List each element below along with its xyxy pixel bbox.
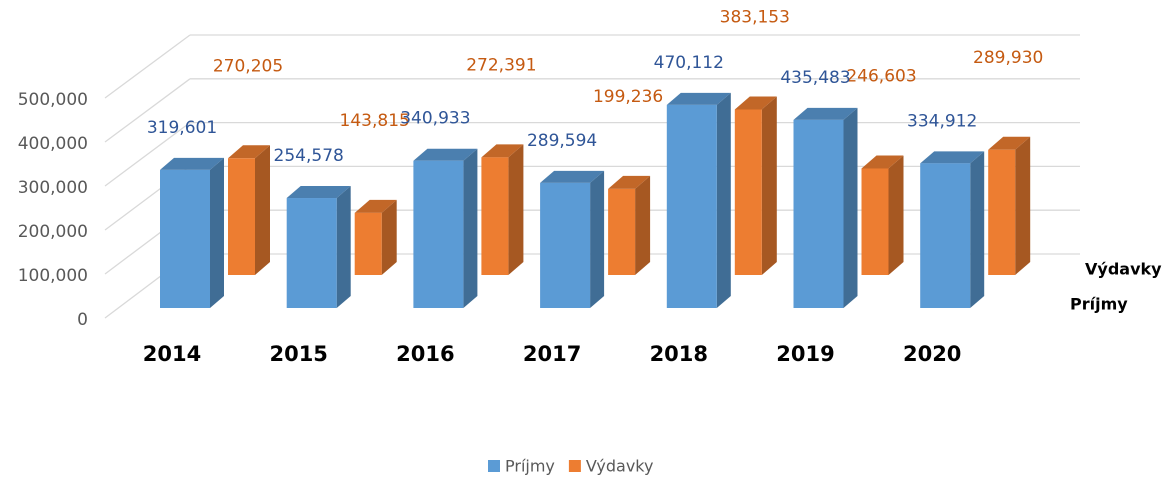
bar <box>734 109 762 275</box>
x-tick-label: 2019 <box>776 342 834 366</box>
bar-top <box>734 96 777 110</box>
bar <box>481 157 509 275</box>
value-label: 470,112 <box>654 53 724 73</box>
y-tick-label: 0 <box>77 310 88 330</box>
value-label: 143,815 <box>340 111 410 131</box>
y-tick-label: 400,000 <box>18 134 88 154</box>
bar-side <box>970 151 985 308</box>
depth-label: Výdavky <box>1085 260 1162 279</box>
bar <box>608 188 636 275</box>
value-label: 199,236 <box>593 87 663 107</box>
x-tick-label: 2015 <box>269 342 327 366</box>
bar <box>160 169 210 308</box>
bar-top <box>608 175 651 189</box>
bar-side <box>716 92 731 308</box>
bar-side <box>1015 136 1031 275</box>
x-tick-label: 2018 <box>650 342 708 366</box>
bar-top <box>228 145 270 159</box>
bar <box>413 160 464 308</box>
side-grid-line <box>104 78 191 143</box>
value-label: 254,578 <box>274 146 344 166</box>
value-label: 272,391 <box>466 55 536 75</box>
bar-top <box>354 199 397 213</box>
y-tick-label: 200,000 <box>18 222 88 242</box>
bar-top <box>920 151 985 164</box>
bar-top <box>988 136 1031 150</box>
bar-top <box>666 92 731 105</box>
bar <box>354 212 382 275</box>
legend-swatch <box>568 460 581 472</box>
bar <box>540 182 591 308</box>
value-label: 289,930 <box>973 48 1043 68</box>
bar-side <box>381 199 397 275</box>
value-label: 246,603 <box>846 66 916 86</box>
legend-label: Výdavky <box>586 457 654 476</box>
depth-label: Príjmy <box>1070 295 1128 314</box>
bar <box>920 163 971 308</box>
bar <box>793 119 844 309</box>
x-tick-label: 2017 <box>523 342 581 366</box>
y-tick-label: 100,000 <box>18 266 88 286</box>
value-label: 383,153 <box>720 7 790 27</box>
bar-top <box>481 144 524 158</box>
bar-side <box>336 186 351 308</box>
value-label: 319,601 <box>147 118 217 138</box>
side-grid-line <box>104 122 191 187</box>
value-label: 270,205 <box>213 56 283 76</box>
bar-top <box>793 107 858 120</box>
bar <box>286 198 337 308</box>
x-tick-label: 2016 <box>396 342 454 366</box>
value-label: 340,933 <box>400 109 470 129</box>
bar <box>861 168 889 275</box>
value-label: 435,483 <box>780 68 850 88</box>
bar-side <box>463 148 478 308</box>
bar-side <box>590 170 605 308</box>
bar-side <box>635 175 651 275</box>
bar-side <box>210 157 224 308</box>
bar-side <box>888 155 904 275</box>
bar-top <box>286 186 351 199</box>
y-tick-label: 300,000 <box>18 178 88 198</box>
bar <box>988 149 1016 275</box>
y-tick-label: 500,000 <box>18 90 88 110</box>
side-grid-line <box>104 34 191 99</box>
legend-label: Príjmy <box>505 457 555 476</box>
x-tick-label: 2014 <box>143 342 201 366</box>
bar-side <box>508 144 524 275</box>
value-label: 334,912 <box>907 111 977 131</box>
legend-swatch <box>488 460 500 472</box>
bar-side <box>255 145 270 275</box>
bar-top <box>540 170 605 183</box>
x-tick-label: 2020 <box>903 342 961 366</box>
bar-top <box>160 157 224 170</box>
bar-top <box>413 148 478 161</box>
value-label: 289,594 <box>527 131 597 151</box>
bar <box>228 158 255 275</box>
bar <box>666 104 717 308</box>
bar-side <box>761 96 777 275</box>
bar-top <box>861 155 904 169</box>
bar-side <box>843 107 858 309</box>
